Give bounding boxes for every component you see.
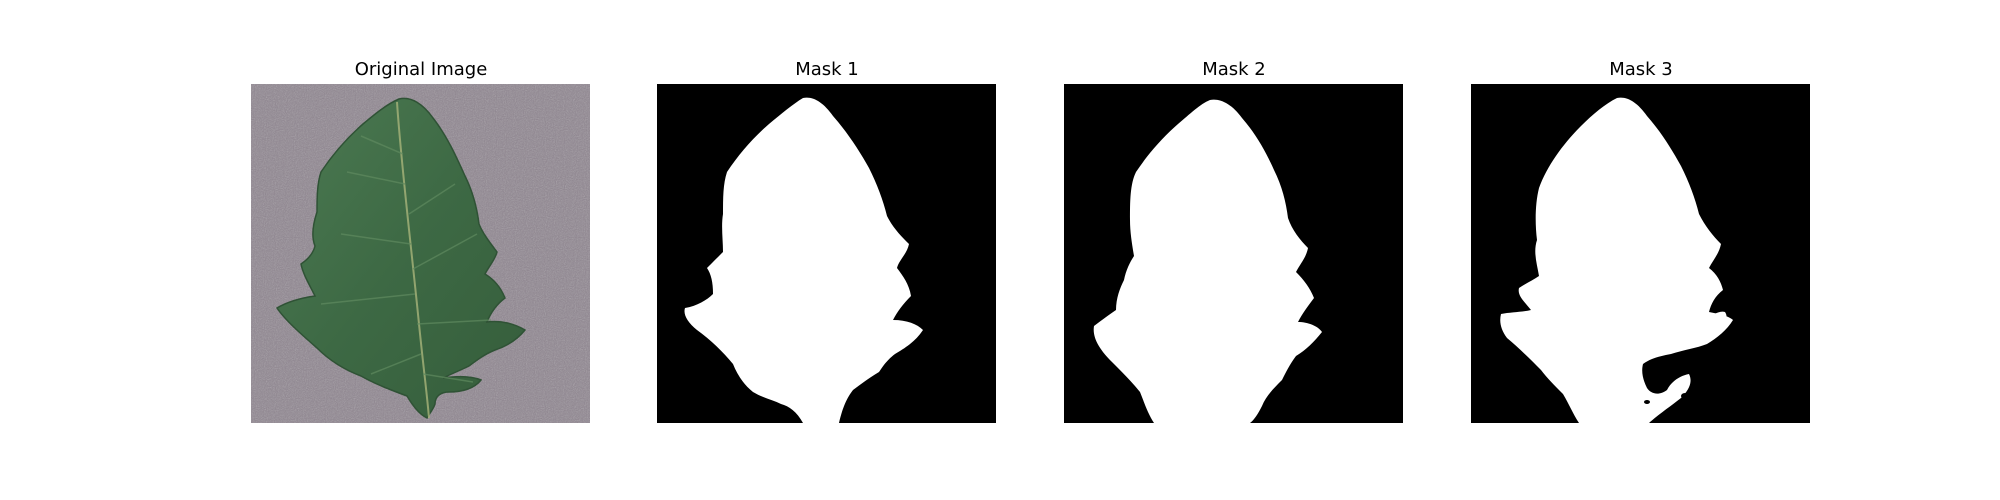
mask-3-panel [1471, 84, 1810, 423]
binary-mask [657, 84, 996, 423]
leaf-photo [251, 84, 590, 423]
mask-3-fragment [1703, 311, 1727, 329]
mask-3-shape [1500, 97, 1733, 423]
panel-title-original: Original Image [354, 59, 488, 80]
panel-title-mask-2: Mask 2 [1202, 59, 1266, 80]
binary-mask [1064, 84, 1403, 423]
binary-mask [1471, 84, 1810, 423]
mask-2-shape [1093, 99, 1322, 423]
mask-1-panel [657, 84, 996, 423]
mask-2-panel [1064, 84, 1403, 423]
leaf-shape [275, 97, 527, 420]
mask-1-shape [684, 97, 923, 423]
original-image-panel [251, 84, 590, 423]
panel-title-mask-1: Mask 1 [795, 59, 859, 80]
panel-title-mask-3: Mask 3 [1609, 59, 1673, 80]
